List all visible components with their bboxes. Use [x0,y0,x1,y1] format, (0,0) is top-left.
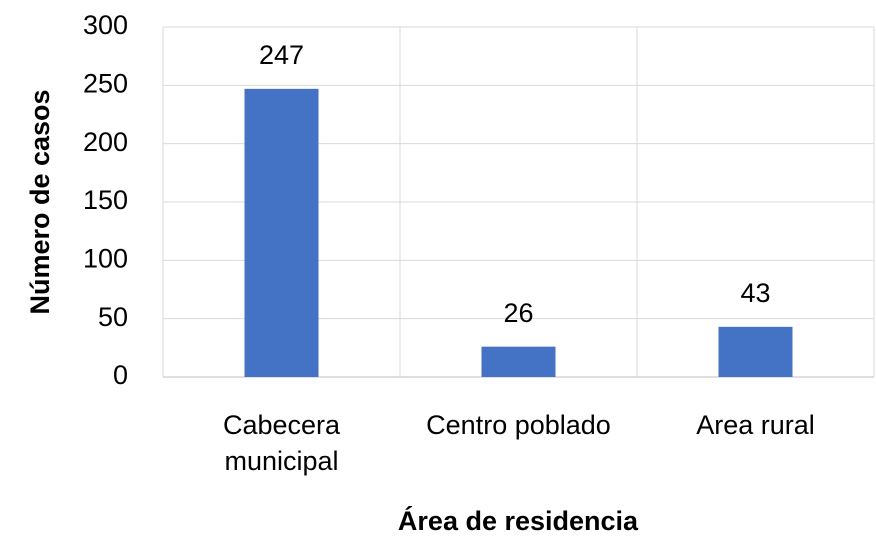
x-tick-label: Centro poblado [426,410,611,440]
y-tick-label: 300 [83,10,128,40]
y-tick-label: 0 [113,360,128,390]
y-axis-title: Número de casos [25,89,55,314]
data-label: 43 [740,278,770,308]
bar [244,88,319,377]
y-tick-label: 100 [83,243,128,273]
x-tick-label: Cabecera municipal [222,410,341,476]
y-tick-label: 250 [83,68,128,98]
data-label: 26 [503,298,533,328]
y-tick-label: 200 [83,127,128,157]
bar [718,326,793,377]
bar [481,346,556,377]
y-tick-label: 150 [83,185,128,215]
data-label: 247 [259,40,304,70]
y-tick-label: 50 [98,302,128,332]
x-tick-label: Area rural [696,410,815,440]
x-axis-title: Área de residencia [398,505,639,536]
